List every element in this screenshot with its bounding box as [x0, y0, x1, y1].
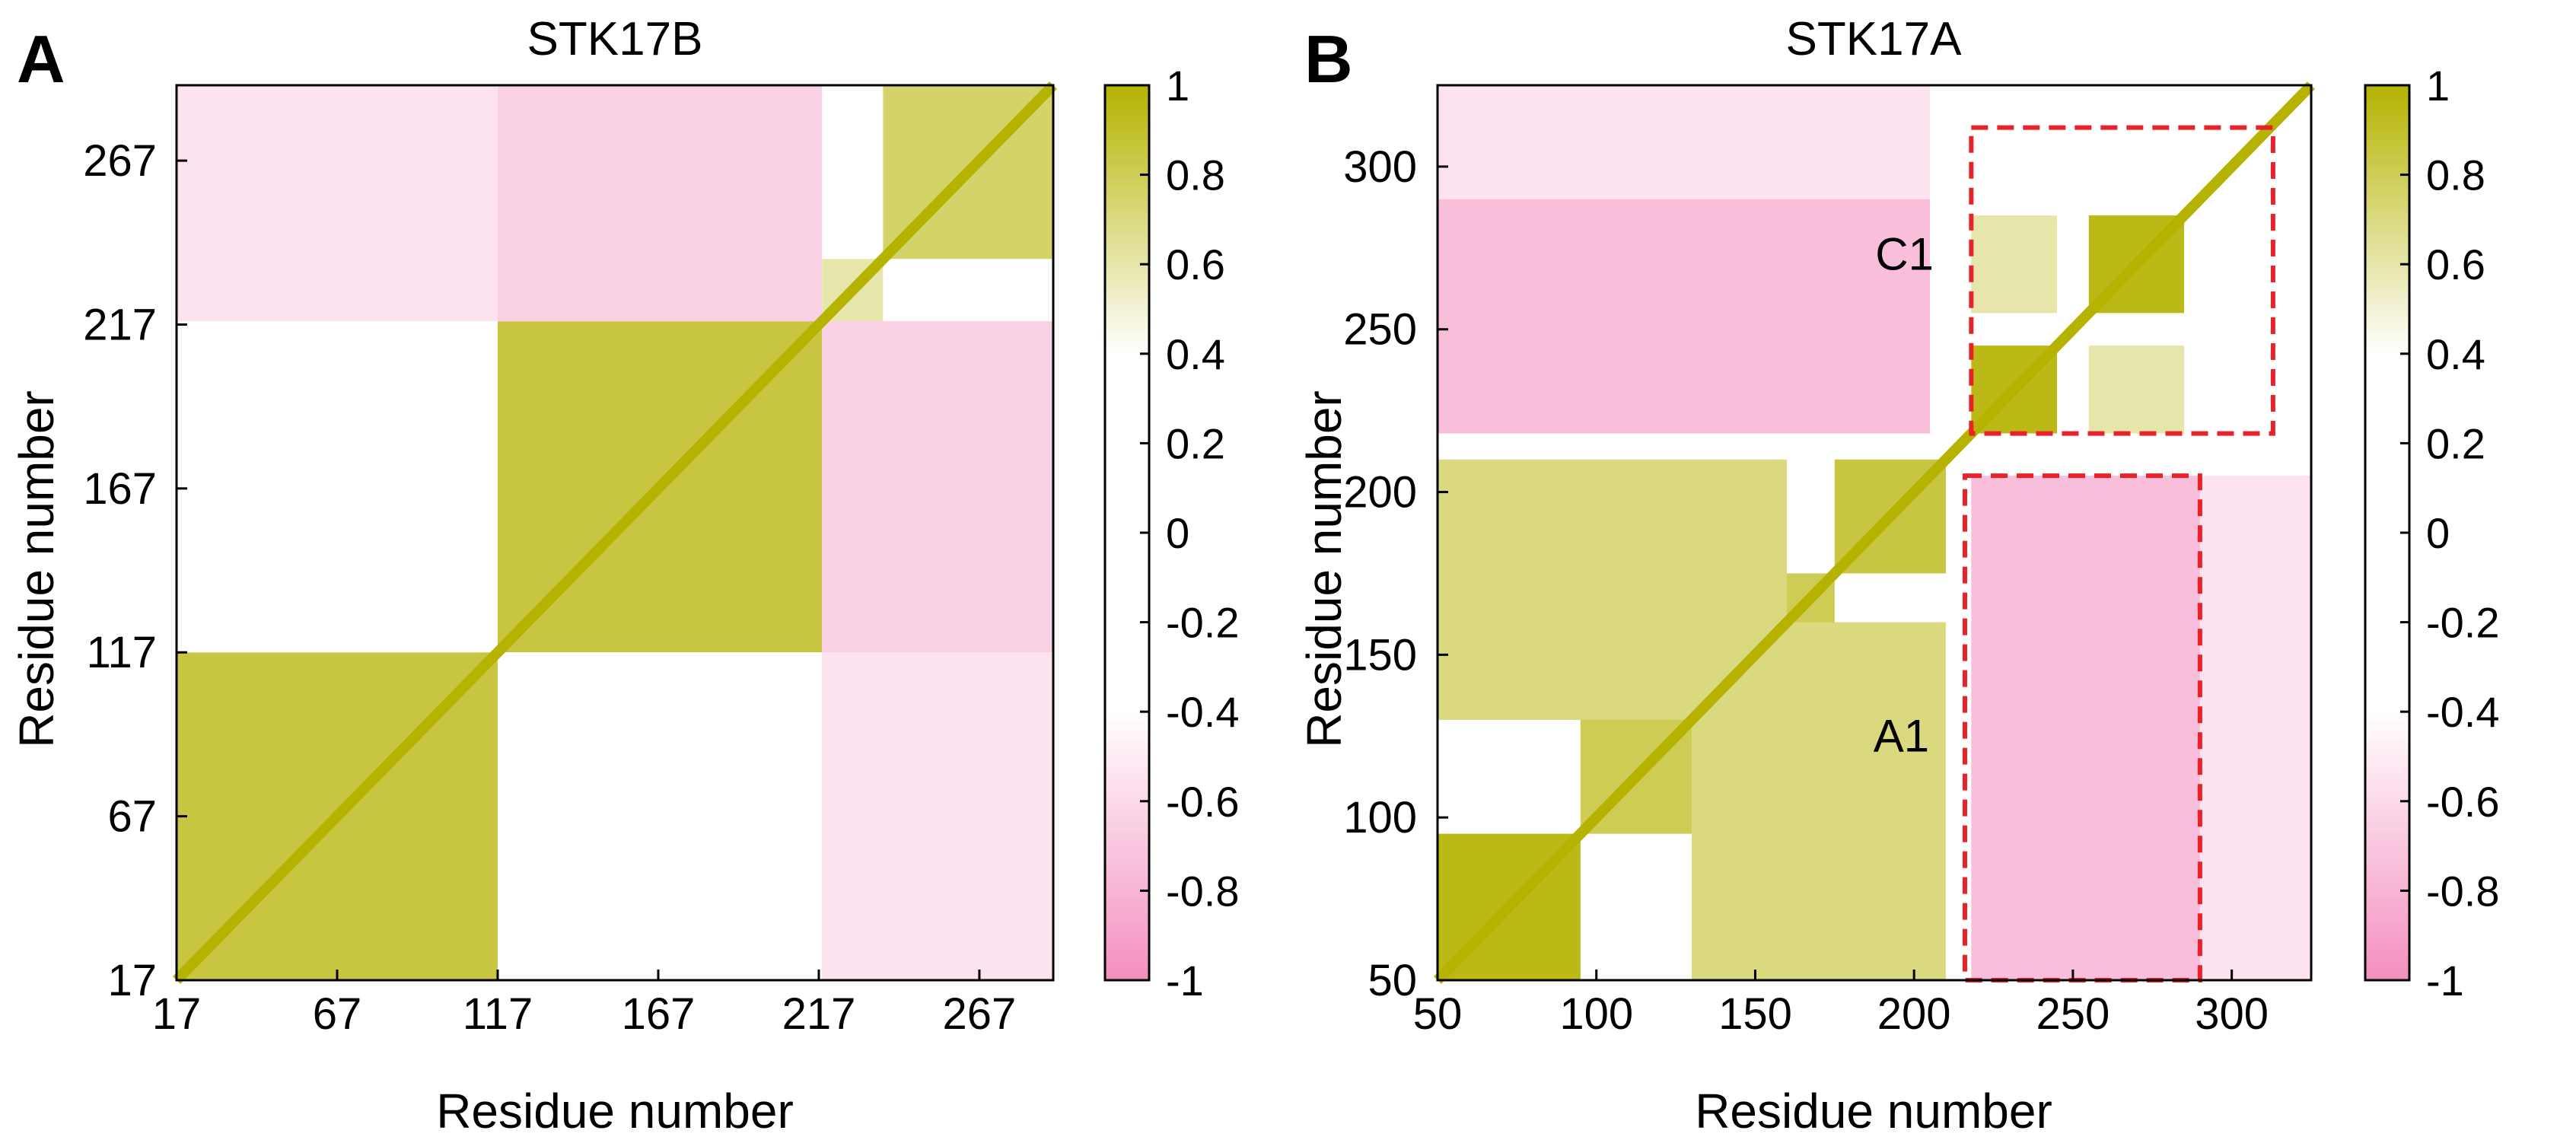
plot-area: 17 67 117 167 217 267 17 67 117 167 217 267 — [83, 81, 1058, 1039]
y-tick-label: 17 — [107, 956, 157, 1005]
heatmap-block — [1438, 85, 1931, 199]
colorbar-tick-label: 0.6 — [1166, 240, 1225, 288]
colorbar-tick-label: -0.6 — [2426, 778, 2500, 826]
colorbar-gradient — [1103, 84, 1151, 982]
heatmap-block — [1971, 476, 2200, 980]
colorbar-tick-label: 0.6 — [2426, 240, 2485, 288]
x-tick-label: 200 — [1877, 989, 1951, 1039]
heatmap-block — [822, 321, 1053, 653]
x-tick-label: 50 — [1413, 989, 1463, 1039]
colorbar-tick-label: -1 — [2426, 957, 2464, 1005]
y-axis-label: Residue number — [9, 390, 64, 748]
panel-letter: B — [1304, 21, 1353, 97]
panel-a: A STK17B 17 67 117 167 217 267 17 67 117 167 217 26… — [9, 13, 1240, 1138]
colorbar-tick-label: -0.6 — [1166, 778, 1240, 826]
colorbar-tick-label: -0.2 — [1166, 599, 1240, 647]
colorbar-tick-label: -0.8 — [1166, 867, 1240, 915]
heatmap-block — [177, 85, 498, 322]
heatmap-chart-b: B STK17A C1 A1 50 100 150 200 250 300 50 100 150 20… — [1297, 13, 2500, 1138]
plot-frame — [1436, 84, 2313, 982]
y-tick-label: 167 — [83, 464, 157, 514]
x-tick-label: 300 — [2195, 989, 2269, 1039]
x-tick-label: 267 — [943, 989, 1017, 1039]
heatmap-block — [497, 85, 823, 322]
heatmap-block — [822, 652, 1053, 980]
x-tick-label: 250 — [2036, 989, 2110, 1039]
y-tick-label: 50 — [1368, 956, 1417, 1005]
heatmap-block — [2088, 346, 2185, 434]
y-tick-label: 67 — [107, 792, 157, 842]
panel-letter: A — [17, 21, 65, 97]
colorbar-tick-label: -0.8 — [2426, 867, 2500, 915]
x-tick-label: 167 — [622, 989, 696, 1039]
colorbar-tick-label: -1 — [1166, 957, 1204, 1005]
plot-area: C1 A1 50 100 150 200 250 300 50 100 150 200 250 300 — [1343, 81, 2316, 1039]
heatmap-block — [2199, 476, 2311, 980]
colorbar-tick-label: 1 — [2426, 62, 2450, 110]
annotation-label: C1 — [1875, 228, 1934, 279]
x-tick-label: 67 — [313, 989, 362, 1039]
y-tick-label: 200 — [1343, 468, 1417, 517]
y-tick-label: 100 — [1343, 793, 1417, 842]
colorbar: 1 0.8 0.6 0.4 0.2 0 -0.2 -0.4 -0.6 -0.8 -1 — [1103, 62, 1240, 1005]
colorbar: 1 0.8 0.6 0.4 0.2 0 -0.2 -0.4 -0.6 -0.8 -1 — [2364, 62, 2500, 1005]
x-tick-label: 100 — [1559, 989, 1633, 1039]
colorbar-tick-label: 0.2 — [2426, 419, 2485, 467]
x-tick-label: 150 — [1718, 989, 1792, 1039]
colorbar-tick-label: 0.4 — [1166, 330, 1225, 378]
chart-title: STK17A — [1786, 13, 1963, 65]
y-tick-label: 150 — [1343, 630, 1417, 680]
y-axis-label: Residue number — [1297, 390, 1352, 748]
y-tick-label: 217 — [83, 300, 157, 349]
y-tick-label: 117 — [87, 628, 157, 677]
plot-frame — [175, 84, 1055, 982]
colorbar-tick-label: 0 — [1166, 509, 1189, 557]
colorbar-tick-label: -0.4 — [2426, 688, 2500, 736]
heatmap-block — [177, 321, 498, 653]
x-tick-label: 217 — [782, 989, 856, 1039]
x-tick-label: 117 — [463, 989, 533, 1039]
diagonal-line — [1433, 81, 2316, 984]
heatmap-block — [497, 652, 823, 980]
chart-title: STK17B — [527, 13, 703, 65]
x-axis-label: Residue number — [436, 1084, 794, 1138]
heatmap-chart-a: A STK17B 17 67 117 167 217 267 17 67 117 167 217 26… — [9, 13, 1240, 1138]
y-tick-label: 300 — [1343, 142, 1417, 192]
heatmap-block — [1438, 199, 1931, 434]
y-tick-label: 267 — [83, 136, 157, 186]
colorbar-tick-label: 0.2 — [1166, 419, 1225, 467]
y-tick-label: 250 — [1343, 305, 1417, 355]
colorbar-tick-label: 0.8 — [2426, 151, 2485, 199]
colorbar-tick-label: 1 — [1166, 62, 1189, 110]
colorbar-tick-label: 0.4 — [2426, 330, 2485, 378]
colorbar-tick-label: 0.8 — [1166, 151, 1225, 199]
colorbar-tick-label: 0 — [2426, 509, 2450, 557]
heatmap-block — [1971, 215, 2058, 314]
colorbar-tick-label: -0.4 — [1166, 688, 1240, 736]
highlight-box — [1969, 125, 2275, 436]
annotation-label: A1 — [1874, 710, 1929, 761]
x-axis-label: Residue number — [1695, 1084, 2052, 1138]
x-tick-label: 17 — [152, 989, 202, 1039]
panel-b: B STK17A C1 A1 50 100 150 200 250 300 50 100 150 20… — [1288, 0, 2576, 1140]
colorbar-tick-label: -0.2 — [2426, 599, 2500, 647]
diagonal-line — [172, 81, 1058, 984]
